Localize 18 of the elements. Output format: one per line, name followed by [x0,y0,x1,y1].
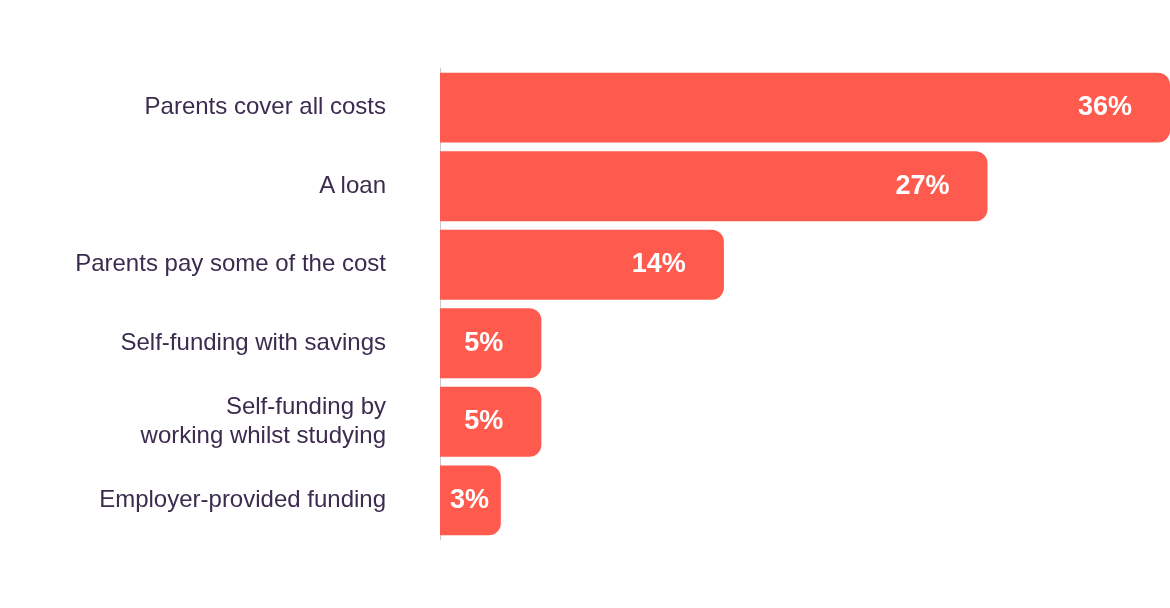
bar [440,308,542,379]
bar [440,465,501,536]
bar [440,72,1170,143]
data-label: 5% [464,405,504,436]
y-tick-label: Parents cover all costs [144,92,386,120]
y-tick-label: A loan [319,170,386,198]
data-label: 3% [449,483,490,514]
data-label: 36% [1077,91,1132,122]
bar [440,386,542,457]
data-label: 5% [464,326,504,357]
data-label: 14% [631,248,686,279]
y-tick-label: Self-funding with savings [120,327,386,355]
bar [440,229,724,300]
y-tick-label: Self-funding by working whilst studying [139,392,386,448]
y-tick-label: Employer-provided funding [99,484,386,512]
bar [440,151,988,222]
y-tick-label: Parents pay some of the cost [75,249,387,277]
data-label: 27% [895,169,950,200]
